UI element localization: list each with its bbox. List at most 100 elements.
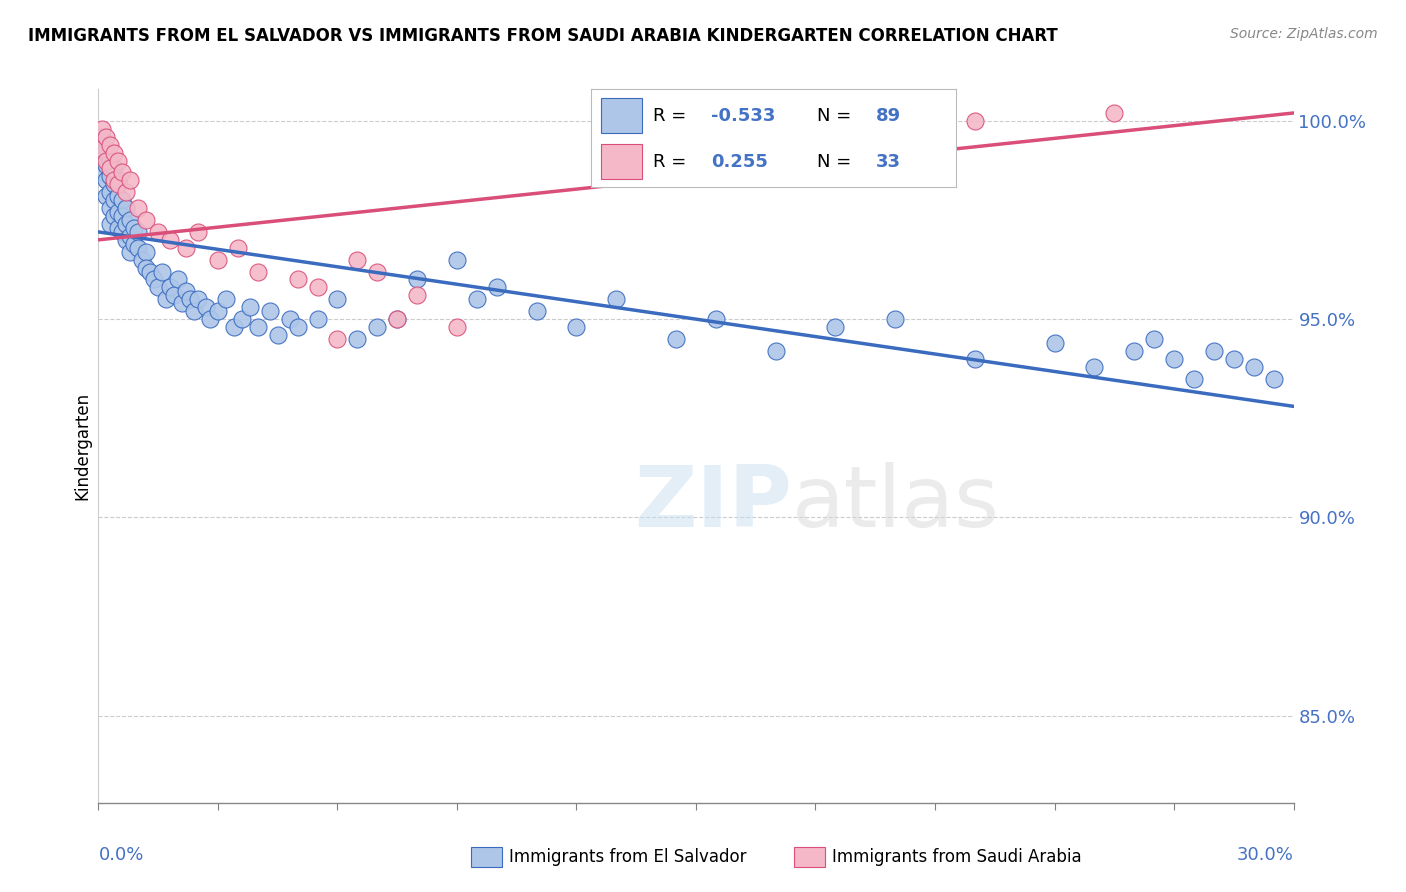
Point xyxy=(115,186,138,200)
Point xyxy=(91,150,114,164)
Point xyxy=(259,304,281,318)
Point xyxy=(1123,343,1146,358)
Point xyxy=(111,209,134,223)
Point xyxy=(150,264,173,278)
Text: 33: 33 xyxy=(876,153,901,170)
Text: -0.533: -0.533 xyxy=(711,107,776,125)
Point xyxy=(446,252,468,267)
Point xyxy=(98,201,122,215)
Point xyxy=(135,260,157,275)
Point xyxy=(1083,359,1105,374)
Point xyxy=(98,137,122,152)
Point xyxy=(231,312,253,326)
Point xyxy=(565,320,588,334)
Point xyxy=(172,296,194,310)
Point xyxy=(215,293,238,307)
Point xyxy=(96,173,118,187)
Point xyxy=(326,293,349,307)
Point xyxy=(127,201,149,215)
Point xyxy=(98,217,122,231)
Point xyxy=(194,300,218,314)
Bar xyxy=(602,145,641,179)
Point xyxy=(91,129,114,144)
Point xyxy=(963,351,986,366)
Text: N =: N = xyxy=(817,153,858,170)
Point xyxy=(183,304,205,318)
Point xyxy=(111,225,134,239)
Point xyxy=(120,213,142,227)
Point xyxy=(131,252,153,267)
Point xyxy=(1243,359,1265,374)
Point xyxy=(96,189,118,203)
Point xyxy=(605,293,627,307)
Point xyxy=(107,173,129,187)
Bar xyxy=(602,98,641,133)
Text: R =: R = xyxy=(652,107,692,125)
Point xyxy=(465,293,488,307)
Point xyxy=(1182,371,1205,385)
Point xyxy=(704,312,727,326)
Text: 0.255: 0.255 xyxy=(711,153,768,170)
Point xyxy=(98,186,122,200)
Point xyxy=(307,312,329,326)
Point xyxy=(135,244,157,259)
Point xyxy=(485,280,508,294)
Point xyxy=(278,312,301,326)
Point xyxy=(406,272,429,286)
Point xyxy=(107,189,129,203)
Point xyxy=(103,209,125,223)
Point xyxy=(207,252,229,267)
Point xyxy=(1043,335,1066,350)
Text: ZIP: ZIP xyxy=(634,461,792,545)
Point xyxy=(246,264,269,278)
Point xyxy=(96,129,118,144)
Point xyxy=(91,142,114,156)
Point xyxy=(804,121,827,136)
Point xyxy=(111,165,134,179)
Point xyxy=(307,280,329,294)
Point xyxy=(174,285,197,299)
Text: Source: ZipAtlas.com: Source: ZipAtlas.com xyxy=(1230,27,1378,41)
Point xyxy=(1163,351,1185,366)
Point xyxy=(222,320,245,334)
Point xyxy=(267,328,290,343)
Point xyxy=(198,312,221,326)
Y-axis label: Kindergarten: Kindergarten xyxy=(73,392,91,500)
Point xyxy=(115,217,138,231)
Point xyxy=(107,153,129,168)
Point xyxy=(103,161,125,176)
Point xyxy=(107,178,129,192)
Text: Immigrants from Saudi Arabia: Immigrants from Saudi Arabia xyxy=(832,848,1083,866)
Text: R =: R = xyxy=(652,153,692,170)
Point xyxy=(91,121,114,136)
Point xyxy=(406,288,429,302)
Point xyxy=(143,272,166,286)
Point xyxy=(103,145,125,160)
Point xyxy=(765,343,787,358)
Point xyxy=(187,225,209,239)
Point xyxy=(226,241,249,255)
Point xyxy=(346,252,368,267)
Point xyxy=(207,304,229,318)
Point xyxy=(1202,343,1225,358)
Point xyxy=(824,320,846,334)
Point xyxy=(159,280,181,294)
Point xyxy=(124,221,146,235)
Text: 30.0%: 30.0% xyxy=(1237,846,1294,863)
Point xyxy=(884,312,907,326)
Point xyxy=(155,293,177,307)
Point xyxy=(96,142,118,156)
Point xyxy=(96,153,118,168)
Point xyxy=(287,272,309,286)
Point xyxy=(127,225,149,239)
Point xyxy=(346,332,368,346)
Point xyxy=(98,169,122,184)
Point xyxy=(187,293,209,307)
Point xyxy=(1222,351,1246,366)
Point xyxy=(135,213,157,227)
Point xyxy=(446,320,468,334)
Point xyxy=(326,332,349,346)
Point xyxy=(1263,371,1285,385)
Point xyxy=(385,312,409,326)
Point xyxy=(120,173,142,187)
